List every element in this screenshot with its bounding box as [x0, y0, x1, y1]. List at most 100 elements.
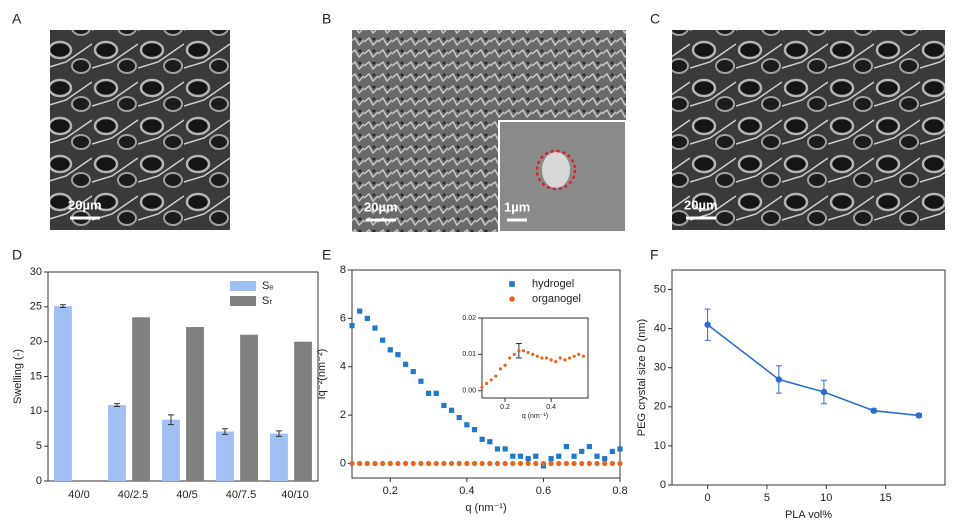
- data-point: [594, 453, 600, 459]
- data-point: [525, 456, 531, 462]
- data-point: [563, 443, 569, 450]
- x-tick-label: 0: [705, 492, 711, 504]
- data-point: [387, 347, 393, 353]
- data-point: [380, 460, 386, 467]
- x-tick-label: 40/2.5: [118, 489, 149, 501]
- y-tick-label: 5: [36, 440, 42, 452]
- data-point: [870, 407, 877, 414]
- data-point: [581, 354, 585, 358]
- plot-frame: [481, 317, 589, 399]
- legend-swatch: [230, 296, 256, 306]
- line: [707, 324, 919, 417]
- data-point: [617, 460, 623, 467]
- y-tick-label: 25: [30, 301, 42, 313]
- data-point: [533, 453, 539, 459]
- data-point: [456, 414, 462, 421]
- x-tick-label: 40/0: [68, 489, 89, 501]
- x-tick-label: 40/5: [176, 489, 197, 501]
- x-tick-label: 15: [880, 492, 892, 504]
- scale-bar-label: 20µm: [364, 199, 398, 214]
- data-point: [502, 446, 508, 452]
- data-point: [617, 446, 623, 452]
- x-tick-label: 0.6: [536, 485, 551, 497]
- y-tick-label: 0: [36, 475, 42, 487]
- panel-label: D: [12, 247, 22, 263]
- bar: [132, 317, 150, 481]
- x-tick-label: 0.4: [546, 404, 556, 411]
- data-point: [577, 352, 581, 356]
- plot-frame: [351, 269, 621, 479]
- x-tick-label: 0.4: [459, 485, 474, 497]
- data-point: [563, 358, 567, 362]
- data-point: [364, 460, 370, 467]
- scale-bar-label: 1µm: [504, 199, 530, 214]
- data-point: [510, 453, 516, 459]
- legend-swatch: [230, 281, 256, 291]
- data-point: [602, 460, 608, 467]
- scale-bar-label: 20µm: [68, 197, 102, 212]
- data-point: [494, 446, 501, 452]
- x-tick-label: 0.8: [612, 485, 627, 497]
- data-point: [380, 337, 386, 343]
- y-tick-label: 10: [30, 405, 42, 417]
- highlight-circle: [535, 149, 577, 191]
- data-point: [602, 456, 608, 462]
- data-point: [395, 352, 401, 358]
- legend-marker: [509, 281, 515, 287]
- y-tick-label: 0: [660, 479, 666, 491]
- plot-frame: [671, 269, 946, 486]
- bar: [294, 341, 312, 481]
- data-point: [433, 390, 439, 396]
- data-point: [441, 460, 447, 467]
- legend-label: organogel: [532, 293, 581, 305]
- scale-bar-label: 20µm: [684, 197, 718, 212]
- data-point: [503, 363, 507, 367]
- x-tick-label: 40/7.5: [226, 489, 257, 501]
- data-point: [387, 460, 393, 467]
- y-tick-label: 30: [30, 266, 42, 278]
- data-point: [418, 378, 424, 384]
- data-point: [586, 460, 592, 467]
- data-point: [609, 448, 615, 454]
- error-bar: [275, 430, 282, 437]
- data-point: [526, 350, 530, 355]
- data-point: [494, 460, 501, 467]
- data-point: [775, 376, 783, 383]
- data-point: [489, 378, 493, 382]
- x-tick-label: 10: [820, 492, 832, 504]
- bar: [108, 405, 126, 481]
- legend-marker: [509, 296, 515, 302]
- x-tick-label: 5: [764, 492, 770, 504]
- bar: [162, 419, 180, 481]
- data-point: [512, 352, 516, 356]
- data-point: [456, 460, 462, 467]
- data-point: [498, 367, 503, 371]
- y-tick-label: 10: [654, 440, 666, 452]
- data-point: [548, 456, 554, 462]
- data-point: [579, 460, 585, 467]
- data-point: [572, 354, 576, 358]
- data-point: [579, 448, 585, 454]
- error-bar: [221, 428, 228, 435]
- x-axis-label: PLA vol%: [785, 509, 832, 521]
- data-point: [448, 460, 455, 467]
- x-tick-label: 40/10: [281, 489, 309, 501]
- data-point: [586, 443, 592, 450]
- y-tick-label: 15: [30, 370, 42, 382]
- x-axis-label: q (nm⁻¹): [465, 502, 506, 514]
- data-point: [471, 460, 478, 467]
- panel-label: E: [322, 247, 331, 263]
- panel-label: A: [12, 11, 22, 27]
- y-axis-label: Swelling (-): [12, 349, 24, 404]
- data-point: [410, 368, 416, 375]
- x-tick-label: 0.2: [500, 404, 510, 411]
- y-tick-label: 2: [340, 409, 346, 421]
- data-point: [372, 460, 378, 467]
- y-axis-label: PEG crystal size D (nm): [636, 319, 648, 436]
- data-point: [544, 356, 549, 360]
- data-point: [521, 349, 526, 353]
- data-point: [418, 460, 424, 467]
- data-point: [571, 453, 577, 459]
- error-bar: [113, 403, 120, 407]
